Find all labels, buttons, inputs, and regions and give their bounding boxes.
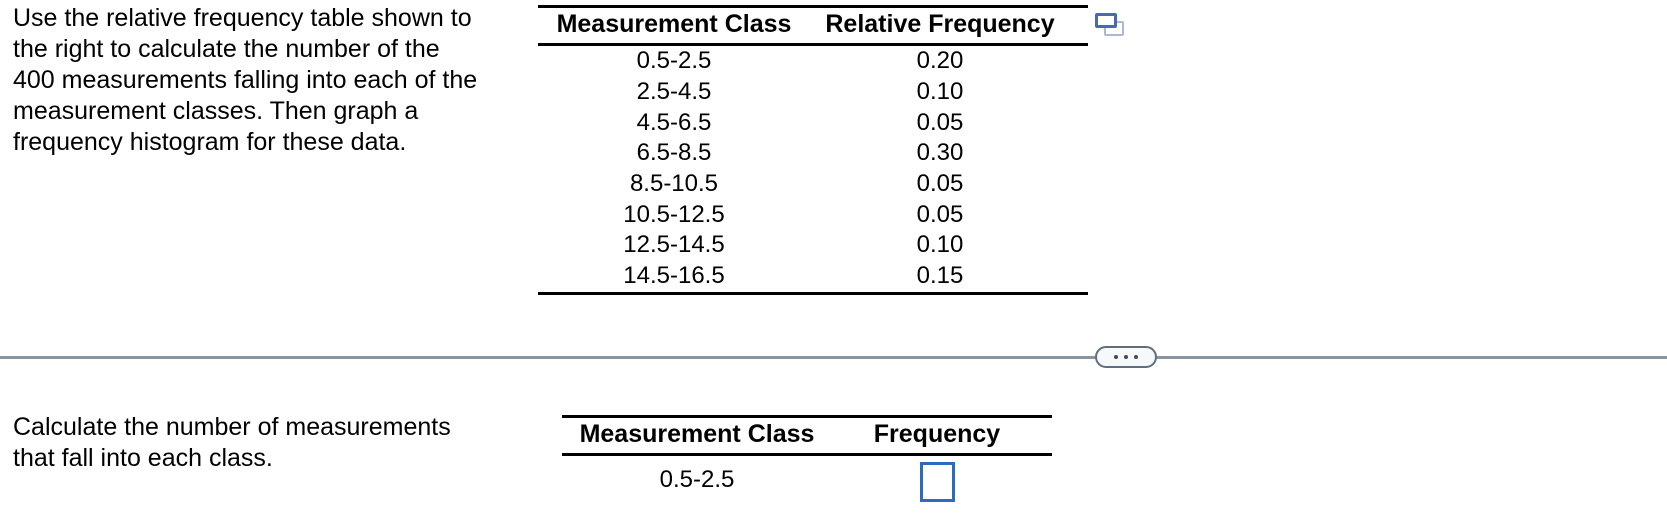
table-row: 14.5-16.5 0.15 xyxy=(538,261,1088,293)
relative-frequency-table: Measurement Class Relative Frequency 0.5… xyxy=(538,5,1088,295)
header-filler-cell xyxy=(1070,6,1088,46)
table-cell: 4.5-6.5 xyxy=(636,108,712,136)
frequency-input[interactable] xyxy=(919,461,955,502)
table-row: 6.5-8.5 0.30 xyxy=(538,138,1088,169)
header-filler-cell xyxy=(1042,416,1052,456)
table-cell xyxy=(1070,138,1088,169)
column-header-relative-frequency: Relative Frequency xyxy=(810,6,1070,46)
table-cell: 12.5-14.5 xyxy=(623,231,725,259)
table-cell xyxy=(1070,169,1088,200)
copy-icon-front-rect xyxy=(1095,13,1117,28)
copy-table-icon[interactable] xyxy=(1095,13,1125,39)
table-cell xyxy=(1070,230,1088,261)
table-row: 2.5-4.5 0.10 xyxy=(538,77,1088,108)
table-cell: 0.15 xyxy=(916,262,964,290)
table-cell xyxy=(1070,45,1088,77)
table-cell xyxy=(1070,77,1088,108)
problem-instruction: Use the relative frequency table shown t… xyxy=(13,4,478,156)
table-row: 10.5-12.5 0.05 xyxy=(538,199,1088,230)
ellipsis-icon xyxy=(1114,355,1138,359)
table-cell: 0.05 xyxy=(916,170,964,198)
table-row: 8.5-10.5 0.05 xyxy=(538,169,1088,200)
table-cell: 0.10 xyxy=(916,231,964,259)
table-cell: 0.5-2.5 xyxy=(636,47,712,75)
answer-class-label: 0.5-2.5 xyxy=(659,466,735,493)
table-cell: 0.10 xyxy=(916,78,964,106)
table-row: 4.5-6.5 0.05 xyxy=(538,107,1088,138)
row-filler-cell xyxy=(1042,455,1052,505)
table-cell: 6.5-8.5 xyxy=(636,139,712,167)
header-row: Measurement Class Relative Frequency xyxy=(538,6,1088,46)
section-divider xyxy=(0,356,1667,359)
table-cell: 0.20 xyxy=(916,47,964,75)
table-cell: 14.5-16.5 xyxy=(623,262,725,290)
table-cell: 10.5-12.5 xyxy=(623,200,725,228)
table-cell xyxy=(1070,199,1088,230)
table-cell: 0.30 xyxy=(916,139,964,167)
answer-prompt: Calculate the number of measurements tha… xyxy=(13,413,451,472)
frequency-cell xyxy=(832,455,1042,505)
answer-table: Measurement Class Frequency 0.5-2.5 xyxy=(562,415,1052,504)
table-cell: 0.05 xyxy=(916,108,964,136)
divider-toggle-button[interactable] xyxy=(1095,346,1157,368)
table-row: 0.5-2.5 0.20 xyxy=(538,45,1088,77)
table-cell: 2.5-4.5 xyxy=(636,78,712,106)
header-row: Measurement Class Frequency xyxy=(562,416,1052,456)
table-cell: 8.5-10.5 xyxy=(629,170,719,198)
column-header-frequency: Frequency xyxy=(832,416,1042,456)
column-header-measurement-class: Measurement Class xyxy=(562,416,832,456)
table-row: 12.5-14.5 0.10 xyxy=(538,230,1088,261)
answer-row: 0.5-2.5 xyxy=(562,455,1052,505)
column-header-measurement-class: Measurement Class xyxy=(538,6,810,46)
table-cell xyxy=(1070,261,1088,293)
table-cell xyxy=(1070,107,1088,138)
table-cell: 0.05 xyxy=(916,200,964,228)
